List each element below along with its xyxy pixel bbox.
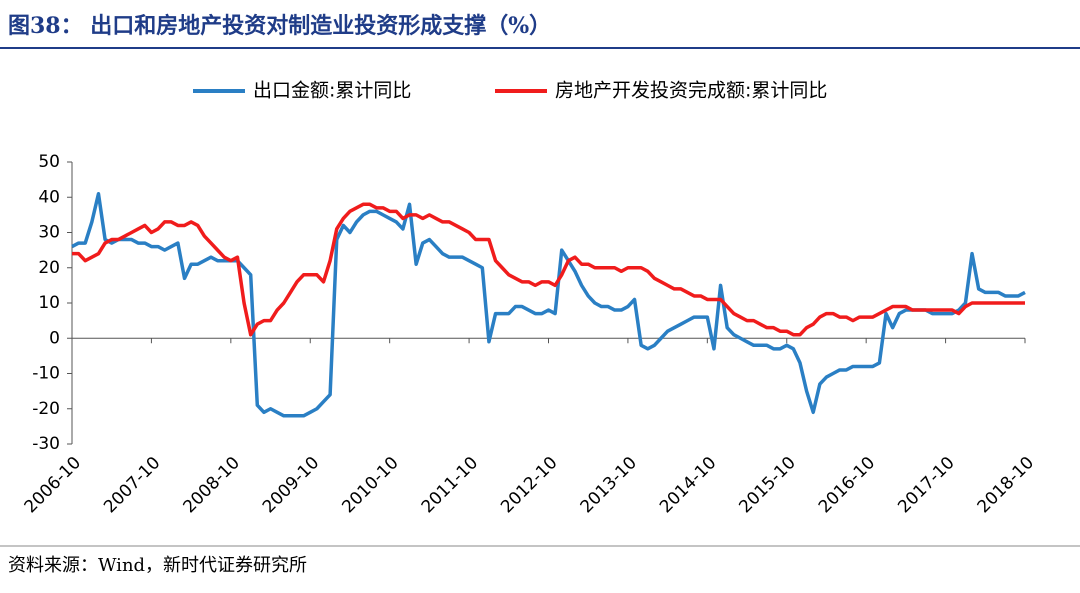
legend-label: 出口金额:累计同比 [253, 80, 411, 102]
x-tick-label: 2012-10 [497, 453, 561, 517]
y-tick-label: 20 [38, 258, 60, 278]
x-tick-label: 2011-10 [418, 453, 482, 517]
y-tick-label: -30 [32, 434, 60, 454]
y-tick-label: 30 [38, 223, 60, 243]
y-tick-label: 40 [38, 187, 60, 207]
x-tick-label: 2010-10 [338, 453, 402, 517]
x-tick-label: 2017-10 [894, 453, 958, 517]
x-tick-label: 2018-10 [974, 453, 1038, 517]
y-tick-label: 10 [38, 293, 60, 313]
x-tick-label: 2015-10 [735, 453, 799, 517]
legend-label: 房地产开发投资完成额:累计同比 [555, 80, 827, 102]
x-tick-label: 2007-10 [100, 453, 164, 517]
y-tick-label: 50 [38, 152, 60, 172]
x-tick-label: 2008-10 [180, 453, 244, 517]
source: 资料来源：Wind，新时代证券研究所 [8, 555, 307, 576]
y-tick-label: -20 [32, 399, 60, 419]
y-tick-label: 0 [49, 328, 60, 348]
series-line [72, 202, 1025, 337]
x-tick-label: 2014-10 [656, 453, 720, 517]
x-tick-label: 2013-10 [577, 453, 641, 517]
x-tick-label: 2009-10 [259, 453, 323, 517]
series-line [71, 191, 1026, 418]
chart-title: 图38： 出口和房地产投资对制造业投资形成支撑（%） [8, 13, 551, 39]
y-tick-label: -10 [32, 364, 60, 384]
x-tick-label: 2016-10 [815, 453, 879, 517]
x-tick-label: 2006-10 [21, 453, 85, 517]
